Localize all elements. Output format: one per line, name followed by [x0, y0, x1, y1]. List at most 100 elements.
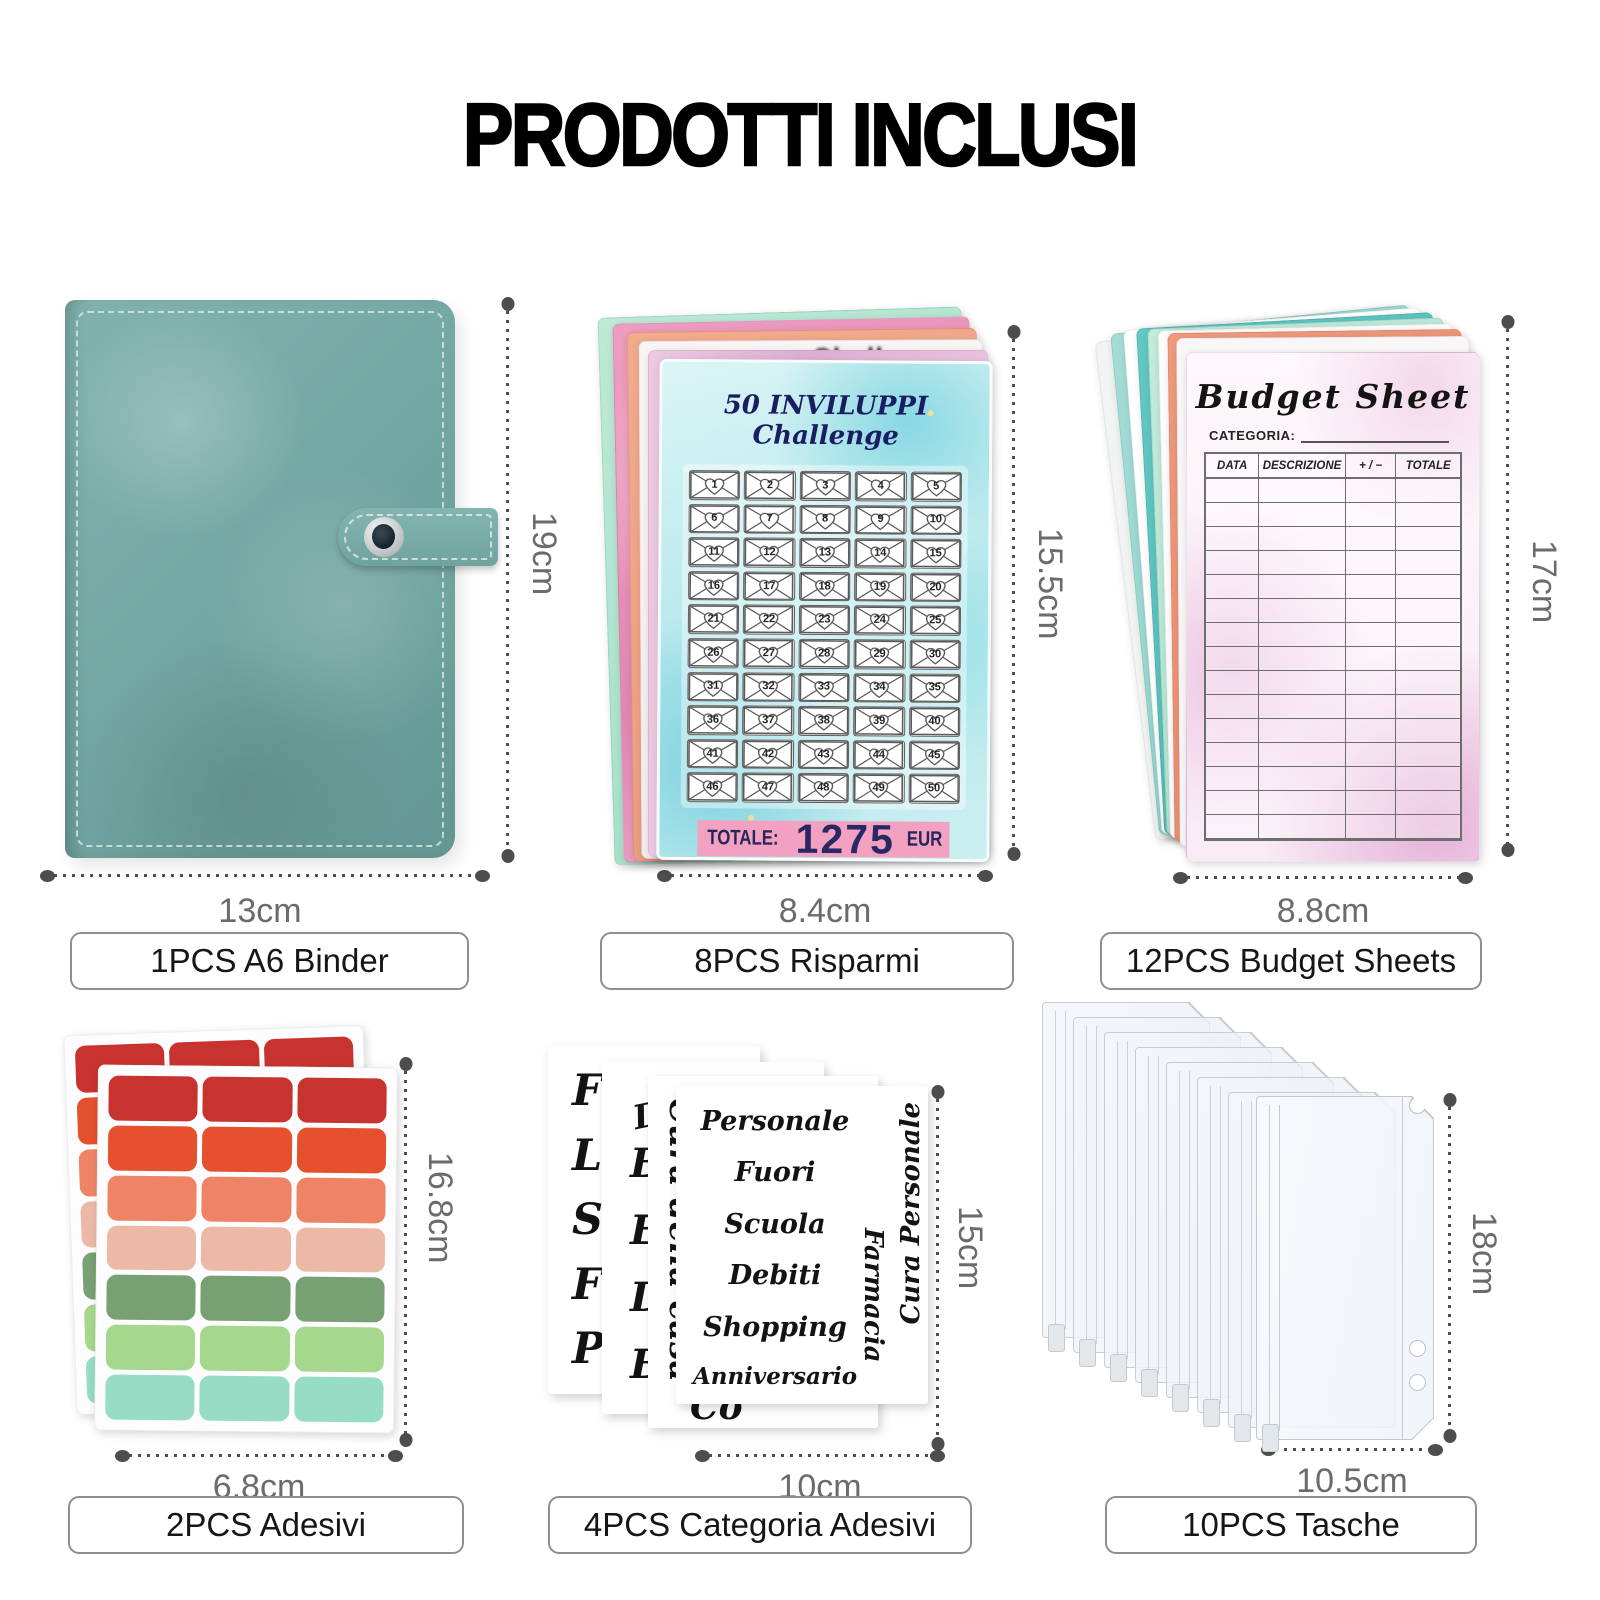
envelope-cell: 46	[686, 772, 739, 803]
budget-empty-cell	[1345, 767, 1397, 791]
budget-empty-cell	[1206, 767, 1260, 791]
envelope-number: 43	[817, 748, 830, 761]
caption-categoria-text: 4PCS Categoria Adesivi	[583, 1506, 937, 1543]
budget-empty-cell	[1259, 503, 1346, 527]
dimension-label-binder-width: 13cm	[218, 892, 302, 930]
envelope-heart-icon	[743, 706, 793, 735]
sticker-label	[296, 1127, 387, 1174]
envelope-heart-icon	[744, 538, 795, 567]
budget-column-header: TOTALE	[1396, 454, 1460, 479]
envelope-cell: 15	[909, 538, 962, 569]
envelope-heart-icon	[688, 639, 738, 667]
totale-band: TOTALE: 1275 EUR	[696, 815, 950, 862]
envelope-cell: 10	[910, 505, 962, 536]
sticker-label	[294, 1276, 385, 1323]
budget-front-sheet: Budget Sheet CATEGORIA: DATA DESCRIZIONE +…	[1186, 352, 1480, 862]
envelope-heart-icon	[854, 741, 904, 769]
binder-snap-strap	[338, 508, 498, 566]
dimension-line-adesivi-height	[404, 1062, 407, 1442]
zipper-icon	[1148, 1056, 1159, 1374]
budget-empty-cell	[1259, 575, 1346, 599]
budget-empty-cell	[1345, 695, 1397, 719]
zipper-slider-icon	[1262, 1424, 1279, 1452]
category-front-words: Personale Fuori Scuola Debiti Shopping Annive…	[686, 1106, 864, 1390]
zipper-icon	[1210, 1086, 1221, 1404]
envelope-cell: 28	[798, 638, 850, 669]
budget-empty-cell	[1259, 815, 1346, 839]
sticker-label	[294, 1326, 385, 1373]
envelope-number: 1	[711, 478, 718, 491]
envelope-number: 40	[928, 715, 941, 728]
sticker-label	[201, 1176, 292, 1223]
binder-hole-icon	[1409, 1097, 1426, 1114]
zipper-slider-icon	[1203, 1399, 1220, 1427]
sticker-label	[202, 1076, 293, 1123]
envelope-number: 30	[928, 648, 942, 661]
envelope-heart-icon	[743, 774, 793, 802]
envelope-number: 47	[761, 781, 775, 794]
category-sticker-sheet-front: Personale Fuori Scuola Debiti Shopping Annive…	[676, 1086, 928, 1404]
envelope-heart-icon	[800, 505, 850, 534]
envelope-number: 23	[818, 613, 831, 626]
envelope-number: 17	[763, 579, 776, 592]
envelope-heart-icon	[854, 774, 904, 803]
envelope-number: 25	[929, 614, 942, 627]
envelope-number: 32	[762, 680, 775, 693]
category-word: Anniversario	[692, 1362, 858, 1390]
envelope-number: 24	[873, 614, 886, 627]
budget-empty-cell	[1259, 695, 1346, 719]
envelope-cell: 30	[909, 639, 961, 670]
budget-empty-cell	[1396, 575, 1460, 599]
caption-adesivi-text: 2PCS Adesivi	[166, 1506, 366, 1543]
envelope-number: 29	[873, 647, 886, 660]
envelope-number: 14	[874, 546, 887, 559]
envelope-cell: 29	[853, 639, 906, 670]
envelope-heart-icon	[744, 639, 794, 668]
budget-table: DATA DESCRIZIONE + / − TOTALE	[1204, 452, 1462, 841]
envelope-cell: 8	[799, 504, 851, 535]
envelope-heart-icon	[909, 707, 960, 736]
budget-empty-cell	[1259, 767, 1346, 791]
dimension-label-budget-width: 8.8cm	[1276, 892, 1370, 930]
envelope-heart-icon	[800, 539, 850, 567]
partial-script-letter: L	[572, 1130, 603, 1181]
caption-budget-text: 12PCS Budget Sheets	[1125, 942, 1457, 979]
envelope-number: 50	[927, 782, 941, 795]
envelope-cell: 18	[798, 571, 851, 602]
envelope-heart-icon	[800, 472, 850, 500]
pocket-corner-fold	[1409, 1417, 1434, 1442]
envelope-number: 27	[762, 646, 775, 659]
zipper-slider-icon	[1234, 1414, 1251, 1442]
categoria-blank-line	[1301, 429, 1450, 443]
risparmi-sheet-title: 50 INVILUPPI Challenge	[723, 390, 929, 452]
budget-empty-cell	[1259, 599, 1346, 623]
envelope-cell: 39	[853, 706, 905, 737]
envelope-number: 10	[929, 513, 943, 526]
partial-script-letter: F	[572, 1259, 603, 1310]
envelope-heart-icon	[744, 572, 794, 600]
envelope-number: 49	[872, 782, 885, 795]
budget-empty-cell	[1345, 815, 1397, 839]
envelope-number: 19	[873, 580, 887, 593]
caption-tasche: 10PCS Tasche	[1105, 1496, 1477, 1554]
partial-script-letter: S	[572, 1195, 604, 1245]
envelope-number: 13	[818, 546, 832, 559]
envelope-heart-icon	[799, 707, 849, 735]
dimension-label-adesivi-height: 16.8cm	[421, 1152, 459, 1264]
budget-empty-cell	[1206, 695, 1260, 719]
budget-empty-cell	[1396, 767, 1460, 791]
budget-empty-cell	[1259, 719, 1346, 743]
envelope-cell: 25	[909, 605, 962, 636]
budget-empty-cell	[1259, 791, 1346, 815]
envelope-heart-icon	[909, 775, 959, 803]
caption-tasche-text: 10PCS Tasche	[1182, 1506, 1400, 1543]
envelope-heart-icon	[855, 505, 906, 534]
sticker-label	[199, 1375, 290, 1422]
budget-empty-cell	[1396, 671, 1460, 695]
envelope-heart-icon	[854, 673, 904, 702]
dimension-line-risparmi-height	[1012, 330, 1015, 856]
zipper-icon	[1055, 1011, 1066, 1329]
envelope-cell: 40	[908, 706, 961, 737]
envelope-heart-icon	[909, 741, 959, 770]
